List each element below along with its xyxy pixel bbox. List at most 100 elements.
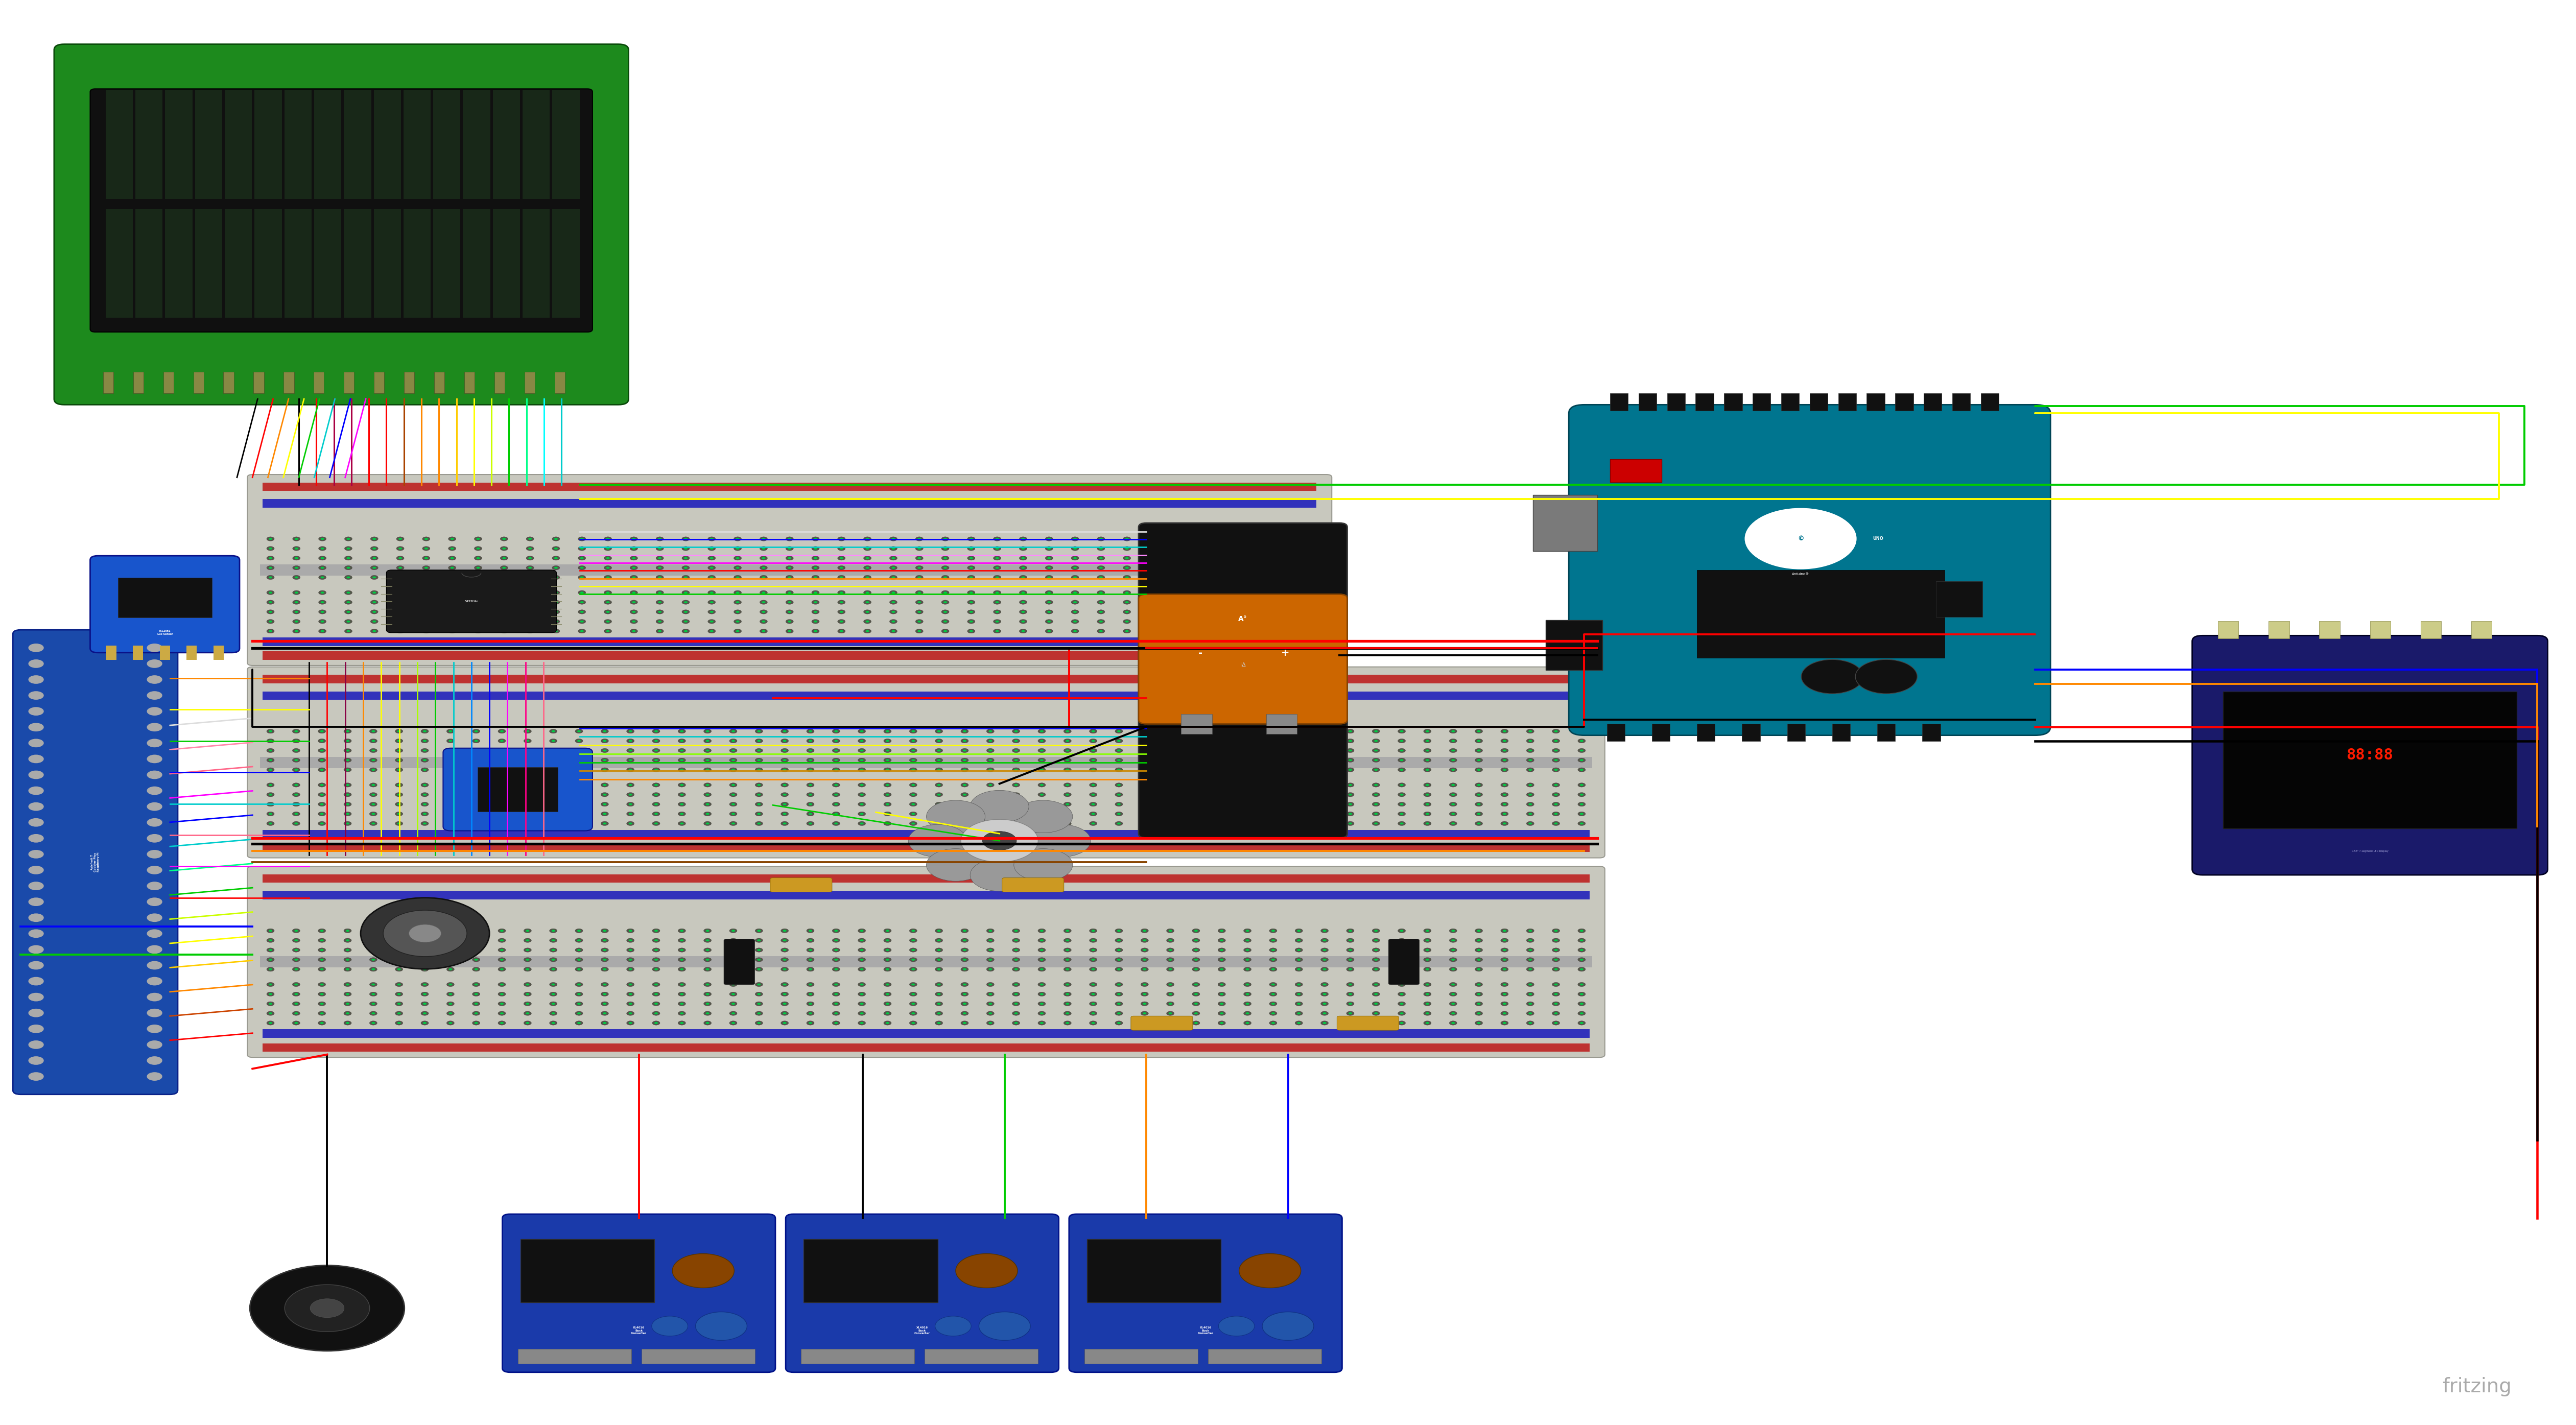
Circle shape — [1450, 969, 1455, 970]
Circle shape — [394, 748, 402, 752]
Circle shape — [1072, 576, 1079, 580]
Circle shape — [1502, 770, 1507, 771]
Circle shape — [1476, 1003, 1481, 1005]
Circle shape — [1038, 938, 1046, 942]
Circle shape — [422, 566, 430, 570]
Circle shape — [554, 576, 559, 579]
Circle shape — [677, 748, 685, 752]
Circle shape — [526, 929, 531, 932]
Circle shape — [914, 546, 922, 550]
Circle shape — [1528, 959, 1533, 960]
Circle shape — [1126, 601, 1128, 603]
Circle shape — [448, 620, 456, 624]
Circle shape — [1321, 792, 1329, 797]
Circle shape — [448, 1022, 453, 1025]
Circle shape — [497, 748, 505, 752]
Circle shape — [317, 792, 325, 797]
Circle shape — [1038, 958, 1046, 962]
Circle shape — [1553, 760, 1558, 761]
Circle shape — [471, 738, 479, 742]
Circle shape — [474, 590, 482, 594]
Circle shape — [1373, 959, 1378, 960]
Circle shape — [1066, 740, 1069, 742]
Circle shape — [1247, 939, 1249, 942]
Circle shape — [912, 760, 914, 761]
Circle shape — [1579, 794, 1584, 795]
Circle shape — [1066, 1003, 1069, 1005]
Circle shape — [1066, 1012, 1069, 1015]
Circle shape — [500, 740, 505, 742]
Circle shape — [1066, 784, 1069, 787]
Circle shape — [1476, 959, 1481, 960]
Circle shape — [1373, 730, 1381, 734]
Circle shape — [863, 556, 871, 560]
Circle shape — [1074, 620, 1077, 623]
Circle shape — [1038, 929, 1046, 933]
Circle shape — [1273, 740, 1275, 742]
Circle shape — [1280, 547, 1285, 550]
Circle shape — [1553, 958, 1561, 962]
Circle shape — [268, 958, 276, 962]
Circle shape — [497, 958, 505, 962]
Circle shape — [685, 630, 688, 633]
Circle shape — [399, 537, 402, 540]
Circle shape — [1041, 770, 1043, 771]
Circle shape — [832, 982, 840, 986]
Circle shape — [397, 546, 404, 550]
Circle shape — [1015, 939, 1018, 942]
Circle shape — [783, 822, 786, 825]
Circle shape — [551, 600, 559, 604]
Circle shape — [368, 758, 376, 762]
Circle shape — [394, 758, 402, 762]
Circle shape — [1450, 959, 1455, 960]
Circle shape — [1273, 1003, 1275, 1005]
Circle shape — [1373, 929, 1381, 933]
Circle shape — [1100, 601, 1103, 603]
Circle shape — [1528, 982, 1535, 986]
Circle shape — [1306, 557, 1311, 559]
Circle shape — [1298, 993, 1301, 995]
Circle shape — [397, 770, 402, 771]
Circle shape — [677, 802, 685, 807]
Circle shape — [1801, 660, 1862, 694]
Circle shape — [291, 968, 299, 972]
Circle shape — [629, 822, 631, 825]
Circle shape — [1296, 982, 1303, 986]
Circle shape — [1221, 959, 1224, 960]
Circle shape — [28, 675, 44, 684]
Circle shape — [1097, 600, 1105, 604]
Circle shape — [345, 812, 350, 815]
Circle shape — [1144, 794, 1146, 795]
Circle shape — [629, 959, 631, 960]
Text: XL4016
Buck
Converter: XL4016 Buck Converter — [631, 1327, 647, 1335]
Circle shape — [943, 567, 948, 569]
Circle shape — [1015, 812, 1018, 815]
Circle shape — [147, 960, 162, 969]
Circle shape — [1015, 959, 1018, 960]
Circle shape — [474, 1012, 479, 1015]
Circle shape — [147, 913, 162, 922]
Circle shape — [1252, 600, 1260, 604]
Circle shape — [631, 610, 639, 614]
Circle shape — [891, 537, 896, 540]
Circle shape — [1321, 1002, 1329, 1006]
Circle shape — [809, 929, 811, 932]
Circle shape — [1090, 821, 1097, 825]
Circle shape — [1118, 770, 1121, 771]
Circle shape — [1270, 730, 1278, 734]
Circle shape — [371, 730, 376, 732]
Circle shape — [551, 804, 554, 805]
Circle shape — [1072, 610, 1079, 614]
Circle shape — [1221, 939, 1224, 942]
Circle shape — [345, 610, 353, 614]
Circle shape — [319, 1003, 325, 1005]
Circle shape — [500, 959, 505, 960]
Circle shape — [732, 993, 734, 995]
Circle shape — [523, 948, 531, 952]
Circle shape — [371, 784, 376, 787]
Circle shape — [835, 969, 837, 970]
Bar — [464, 372, 474, 393]
Circle shape — [577, 784, 580, 787]
Circle shape — [1090, 768, 1097, 772]
Circle shape — [1115, 792, 1123, 797]
